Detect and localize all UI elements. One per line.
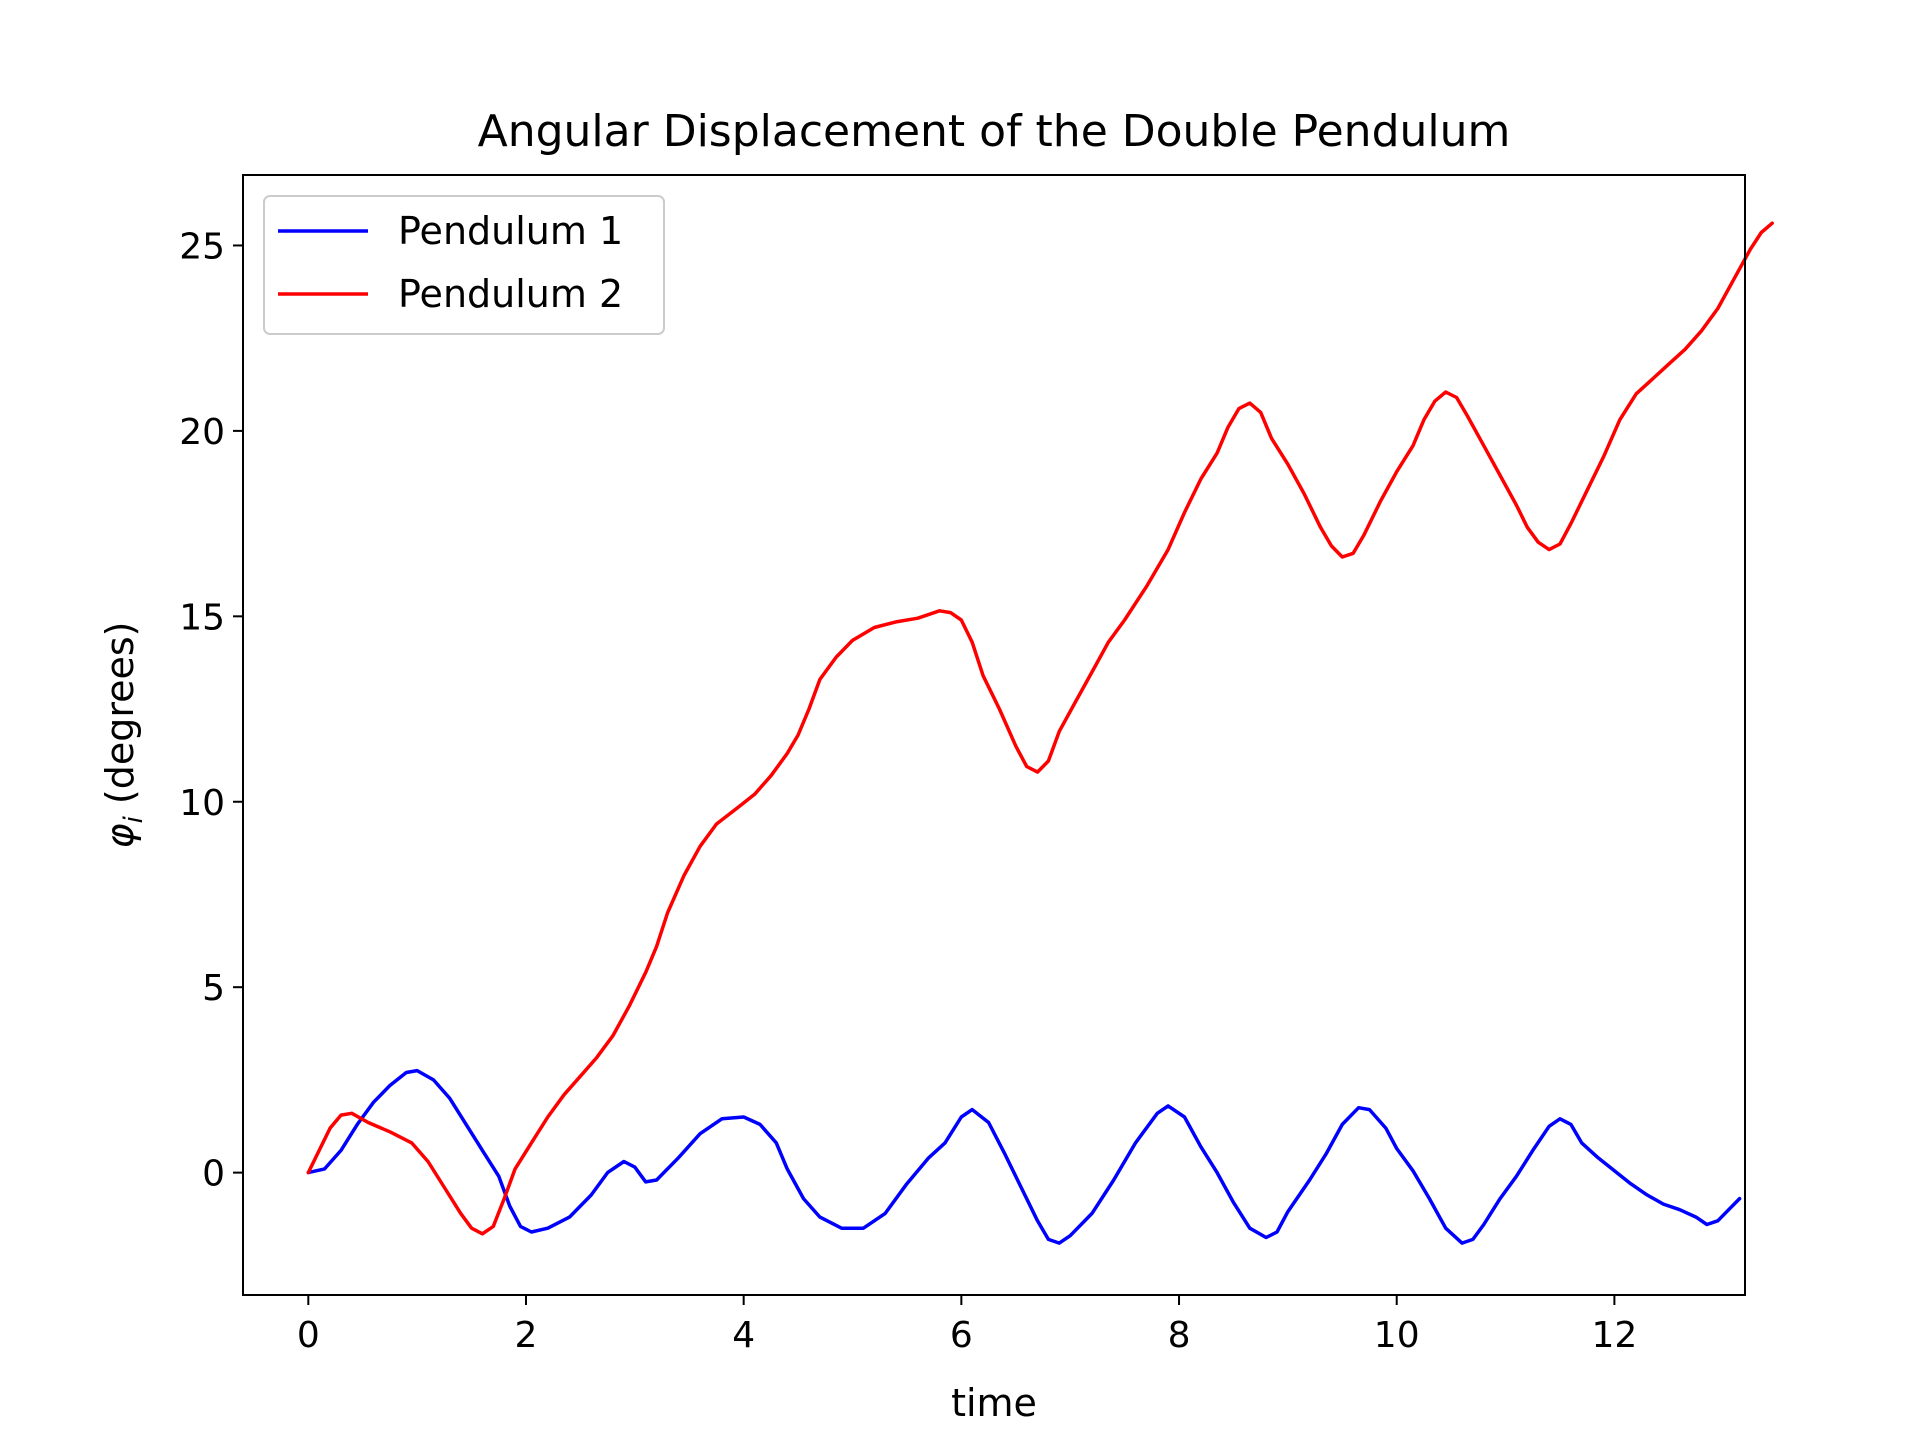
y-axis-label-text: (degrees) — [98, 621, 142, 816]
x-tick-label: 0 — [297, 1315, 320, 1356]
x-tick-label: 4 — [732, 1315, 755, 1356]
x-tick-label: 8 — [1168, 1315, 1191, 1356]
series-line-pendulum-1 — [306, 1068, 1742, 1245]
y-axis-ticks: 0 5 10 15 20 25 — [179, 226, 243, 1195]
x-tick-label: 2 — [515, 1315, 538, 1356]
y-axis-label-subscript: i — [119, 815, 149, 823]
x-axis-label: time — [951, 1381, 1037, 1425]
legend-label-pendulum-2: Pendulum 2 — [398, 272, 623, 316]
y-axis-label-symbol: φ — [98, 823, 142, 848]
y-tick-label: 20 — [179, 412, 225, 453]
y-tick-label: 0 — [202, 1154, 225, 1195]
x-tick-label: 12 — [1591, 1315, 1637, 1356]
svg-text:φi (degrees): φi (degrees) — [98, 621, 149, 848]
plot-frame — [242, 174, 1746, 1296]
legend: Pendulum 1 Pendulum 2 — [263, 195, 665, 335]
chart-title: Angular Displacement of the Double Pendu… — [478, 106, 1511, 157]
x-axis-ticks: 0 2 4 6 8 10 12 — [297, 1295, 1637, 1356]
series-line-pendulum-2 — [306, 221, 1774, 1236]
y-tick-label: 5 — [202, 968, 225, 1009]
x-tick-label: 10 — [1374, 1315, 1420, 1356]
y-tick-label: 25 — [179, 226, 225, 267]
y-tick-label: 15 — [179, 597, 225, 638]
x-tick-label: 6 — [950, 1315, 973, 1356]
y-tick-label: 10 — [179, 783, 225, 824]
legend-label-pendulum-1: Pendulum 1 — [398, 209, 623, 253]
y-axis-label: φi (degrees) — [98, 621, 149, 848]
plot-lines — [306, 221, 1774, 1245]
